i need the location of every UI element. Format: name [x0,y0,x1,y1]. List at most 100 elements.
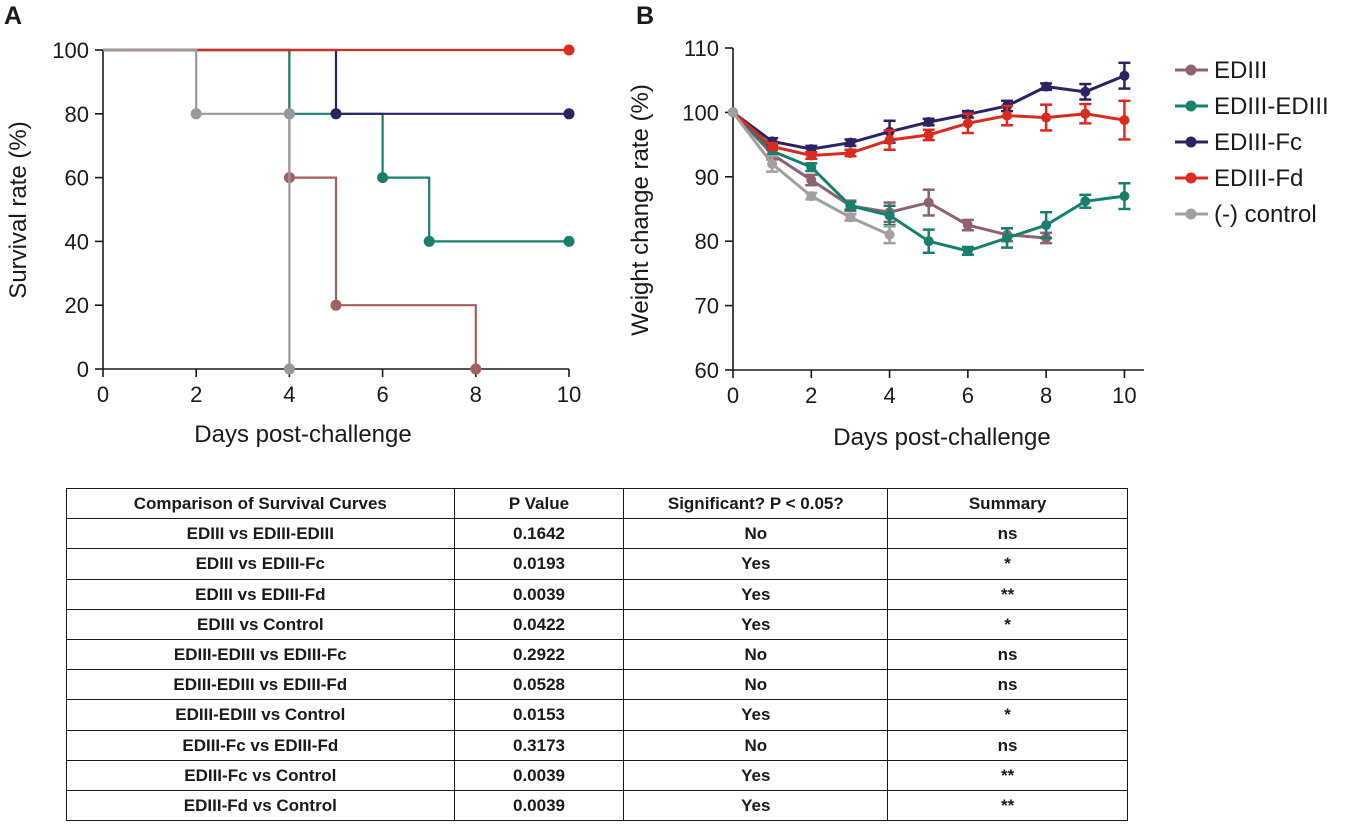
weight-point-ediii [806,175,817,186]
legend-item-ediii-fd: EDIII-Fd [1175,165,1303,192]
x-tick-label: 10 [1112,383,1136,408]
table-row: EDIII vs Control 0.0422 Yes * [66,608,1128,640]
legend-item-ediii-ediii: EDIII-EDIII [1175,93,1329,120]
table-cell: 0.0528 [453,669,625,701]
table-cell: No [623,518,889,550]
table-cell: EDIII vs EDIII-EDIII [66,518,455,550]
table-cell: * [887,699,1128,731]
panel-letter: B [636,2,654,30]
x-tick-label: 2 [190,382,202,407]
table-cell: 0.1642 [453,518,625,550]
survival-point-control [190,108,202,120]
table-cell: EDIII-Fd vs Control [66,789,455,822]
weight-point-ediii-ediii [1080,196,1091,207]
weight-point-ediii-fc [923,117,934,128]
table-row: EDIII-Fd vs Control 0.0039 Yes ** [66,789,1128,822]
weight-point-ediii-ediii [845,200,856,211]
table-cell: EDIII-EDIII vs EDIII-Fc [66,638,455,671]
y-tick-label: 90 [695,165,719,190]
legend-item-ediii: EDIII [1175,57,1267,84]
x-tick-label: 8 [1040,383,1052,408]
series-ediii-fc [103,48,575,120]
legend-swatch-marker [1185,208,1197,220]
weight-point-ediii-ediii [962,245,973,256]
survival-point-ediii [330,299,342,311]
table-cell: Yes [623,608,889,640]
legend-swatch-marker [1185,172,1197,184]
table-cell: Yes [623,789,889,822]
series-ediii-ediii [103,48,575,247]
survival-point-ediii [470,363,482,375]
table-row: EDIII vs EDIII-Fc 0.0193 Yes * [66,548,1128,580]
y-tick-label: 0 [77,357,89,382]
table-header: P Value [453,487,625,520]
weight-point-ediii-fd [1080,108,1091,119]
table-cell: 0.3173 [453,729,625,761]
series-ediii [103,48,482,375]
weight-point-ediii-fd [806,150,817,161]
weight-point-ediii-fd [845,147,856,158]
table-cell: * [887,548,1128,580]
survival-point-ediii-ediii [423,235,435,247]
table-cell: ** [887,759,1128,791]
weight-point-ediii [923,197,934,208]
legend-swatch-marker [1185,136,1197,148]
table-cell: ns [887,669,1128,701]
table-cell: EDIII-Fc vs Control [66,759,455,791]
legend-label: EDIII-Fd [1214,165,1303,192]
survival-point-control [283,363,295,375]
survival-point-ediii-fc [563,108,575,120]
x-tick-label: 4 [883,383,895,408]
survival-point-ediii-fd [563,44,575,56]
table-header: Summary [887,487,1128,520]
y-tick-label: 80 [65,102,89,127]
x-axis-title: Days post-challenge [194,421,411,448]
table-cell: No [623,669,889,701]
series-ediii-ediii [728,107,1131,256]
x-tick-label: 4 [283,382,295,407]
series-control [103,48,295,375]
legend-swatch-marker [1185,64,1197,76]
weight-point-control [806,191,817,202]
table-cell: EDIII vs EDIII-Fc [66,548,455,580]
table-cell: * [887,608,1128,640]
table-row: EDIII-EDIII vs EDIII-Fd 0.0528 No ns [66,669,1128,701]
table-cell: ** [887,789,1128,822]
weight-point-ediii-fc [1119,70,1130,81]
legend-label: (-) control [1214,201,1317,228]
panel-letter: A [4,2,22,30]
table-row: EDIII vs EDIII-Fd 0.0039 Yes ** [66,578,1128,610]
survival-line-control [103,48,291,369]
legend-label: EDIII [1214,57,1267,84]
weight-point-ediii-ediii [1002,232,1012,243]
weight-point-control [767,158,778,169]
y-tick-label: 60 [65,166,89,191]
x-tick-label: 2 [805,383,817,408]
table-cell: 0.0039 [453,759,625,791]
y-tick-label: 100 [682,100,719,125]
table-cell: EDIII-EDIII vs Control [66,699,455,731]
table-header-row: Comparison of Survival Curves P Value Si… [66,487,1128,520]
y-tick-label: 60 [695,358,719,383]
x-axis-title: Days post-challenge [833,424,1050,451]
legend: EDIII EDIII-EDIII EDIII-Fc EDIII-Fd (-) cont… [1175,57,1329,228]
weight-point-ediii-ediii [1041,220,1052,231]
y-tick-label: 100 [52,38,89,63]
survival-point-control [283,108,295,120]
legend-item-control: (-) control [1175,201,1317,228]
weight-point-control [845,212,856,223]
weight-point-control [728,107,738,118]
y-tick-label: 20 [65,293,89,318]
x-tick-label: 6 [376,382,388,407]
table-header: Comparison of Survival Curves [66,487,455,520]
weight-point-ediii-ediii [884,210,895,221]
table-cell: EDIII-Fc vs EDIII-Fd [66,729,455,761]
table-cell: Yes [623,578,889,610]
table-cell: 0.2922 [453,638,625,671]
table-cell: 0.0422 [453,608,625,640]
table-header: Significant? P < 0.05? [623,487,889,520]
weight-point-ediii-fd [767,141,778,152]
table-cell: EDIII vs Control [66,608,455,640]
table-cell: 0.0153 [453,699,625,731]
table-cell: 0.0039 [453,789,625,822]
